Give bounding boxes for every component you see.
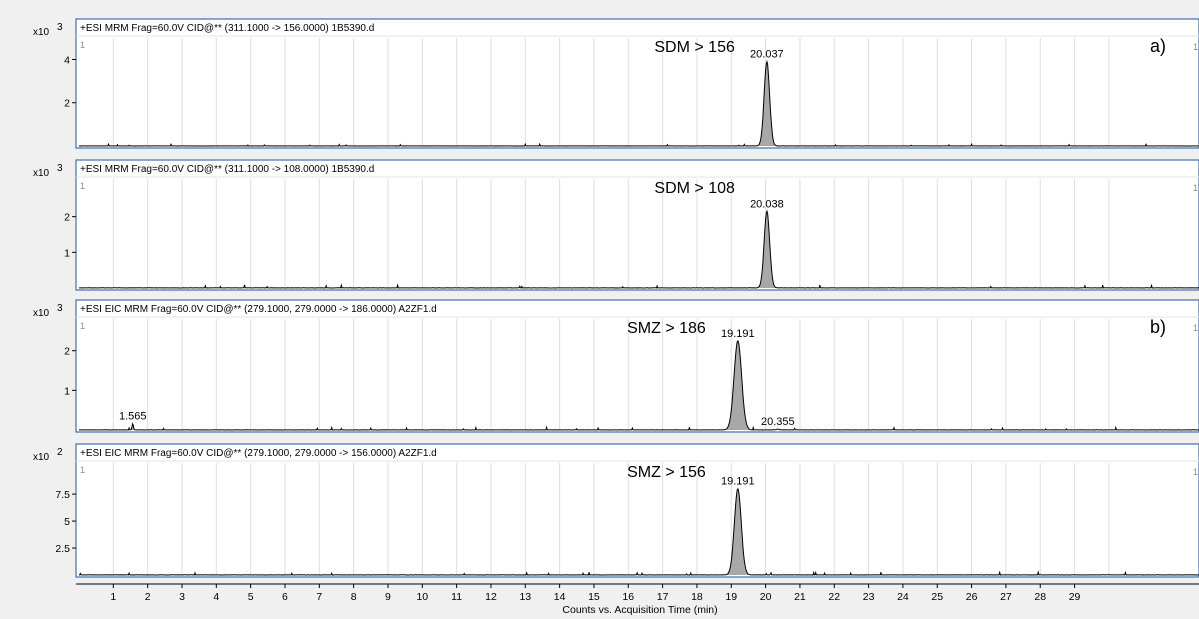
x-tick-label: 17	[657, 591, 669, 603]
chromatogram-trace	[78, 209, 1199, 289]
y-scale-exponent: 3	[57, 163, 63, 174]
x-tick-label: 22	[828, 591, 840, 603]
peak-rt-label: 19.191	[721, 328, 755, 340]
panel-header-text: +ESI EIC MRM Frag=60.0V CID@** (279.1000…	[80, 448, 437, 459]
panel-frame	[75, 299, 1199, 433]
y-scale-label: x10	[33, 308, 50, 319]
x-tick-label: 15	[588, 591, 600, 603]
x-tick-label: 16	[622, 591, 634, 603]
panel-header-text: +ESI EIC MRM Frag=60.0V CID@** (279.1000…	[80, 304, 437, 315]
panel-frame	[75, 159, 1199, 291]
panel-frame	[75, 18, 1199, 149]
peak-rt-label: 20.038	[750, 198, 784, 210]
panel-corner-label: 1	[80, 40, 85, 50]
y-tick-label: 1	[64, 385, 70, 397]
peak-rt-label: 1.565	[119, 411, 147, 423]
panel-tag: a)	[1150, 36, 1166, 56]
peak-rt-label: 20.037	[750, 49, 784, 61]
x-tick-label: 8	[351, 591, 357, 603]
x-tick-label: 26	[966, 591, 978, 603]
x-tick-label: 25	[931, 591, 943, 603]
y-scale-label: x10	[33, 27, 50, 38]
x-tick-label: 24	[897, 591, 909, 603]
x-tick-label: 10	[416, 591, 428, 603]
x-tick-label: 3	[179, 591, 185, 603]
panel-right-label: 1	[1193, 323, 1198, 333]
y-scale-label: x10	[33, 452, 50, 463]
x-tick-label: 23	[863, 591, 875, 603]
x-tick-label: 29	[1069, 591, 1081, 603]
panel-corner-label: 1	[80, 465, 85, 475]
peak-area	[726, 340, 749, 430]
panel-right-label: 1	[1193, 42, 1198, 52]
x-axis-title: Counts vs. Acquisition Time (min)	[562, 604, 717, 616]
panel-corner-label: 1	[80, 181, 85, 191]
chromatogram-panel: +ESI EIC MRM Frag=60.0V CID@** (279.1000…	[33, 443, 1199, 578]
panel-header-text: +ESI MRM Frag=60.0V CID@** (311.1000 -> …	[80, 23, 374, 34]
x-tick-label: 14	[554, 591, 566, 603]
y-scale-exponent: 2	[57, 447, 63, 458]
x-tick-label: 28	[1034, 591, 1046, 603]
x-tick-label: 4	[213, 591, 219, 603]
x-tick-label: 20	[760, 591, 772, 603]
x-tick-label: 18	[691, 591, 703, 603]
y-tick-label: 2	[64, 212, 70, 224]
x-tick-label: 5	[248, 591, 254, 603]
chromatogram-panel: +ESI MRM Frag=60.0V CID@** (311.1000 -> …	[33, 18, 1199, 149]
panel-header-text: +ESI MRM Frag=60.0V CID@** (311.1000 -> …	[80, 164, 374, 175]
y-scale-exponent: 3	[57, 303, 63, 314]
y-tick-label: 2	[64, 346, 70, 358]
y-tick-label: 1	[64, 247, 70, 259]
x-tick-label: 13	[519, 591, 531, 603]
y-tick-label: 4	[64, 54, 70, 66]
x-tick-label: 11	[451, 591, 462, 603]
y-scale-exponent: 3	[57, 22, 63, 33]
chromatogram-trace	[79, 340, 1199, 431]
transition-annotation: SMZ > 156	[627, 464, 706, 481]
y-tick-label: 2.5	[55, 543, 70, 555]
x-tick-label: 12	[485, 591, 497, 603]
transition-annotation: SDM > 108	[654, 180, 735, 197]
x-tick-label: 9	[385, 591, 391, 603]
chromatogram-trace	[79, 488, 1199, 576]
x-tick-label: 21	[794, 591, 806, 603]
x-tick-label: 7	[316, 591, 322, 603]
chromatogram-trace	[79, 59, 1199, 147]
x-tick-label: 1	[110, 591, 116, 603]
x-tick-label: 19	[725, 591, 737, 603]
peak-rt-label: 19.191	[721, 476, 755, 488]
panel-frame	[75, 443, 1199, 578]
chromatogram-panel: +ESI EIC MRM Frag=60.0V CID@** (279.1000…	[33, 299, 1199, 433]
panel-right-label: 1	[1193, 183, 1198, 193]
x-tick-label: 6	[282, 591, 288, 603]
y-tick-label: 5	[64, 516, 70, 528]
transition-annotation: SMZ > 186	[627, 320, 706, 337]
y-tick-label: 7.5	[55, 489, 70, 501]
x-tick-label: 2	[145, 591, 151, 603]
panel-corner-label: 1	[80, 321, 85, 331]
x-tick-label: 27	[1000, 591, 1012, 603]
transition-annotation: SDM > 156	[654, 39, 735, 56]
panel-right-label: 1	[1193, 467, 1198, 477]
y-scale-label: x10	[33, 168, 50, 179]
y-tick-label: 2	[64, 98, 70, 110]
peak-rt-label: 20.355	[761, 416, 795, 428]
chromatogram-panel: +ESI MRM Frag=60.0V CID@** (311.1000 -> …	[33, 159, 1199, 291]
panel-tag: b)	[1150, 317, 1166, 337]
x-axis: 1 2 3 4 5 6 7 8 9 10 11 12 13 14 15 16 17 18 19 20 21 22 23 24 2…	[76, 583, 1199, 616]
